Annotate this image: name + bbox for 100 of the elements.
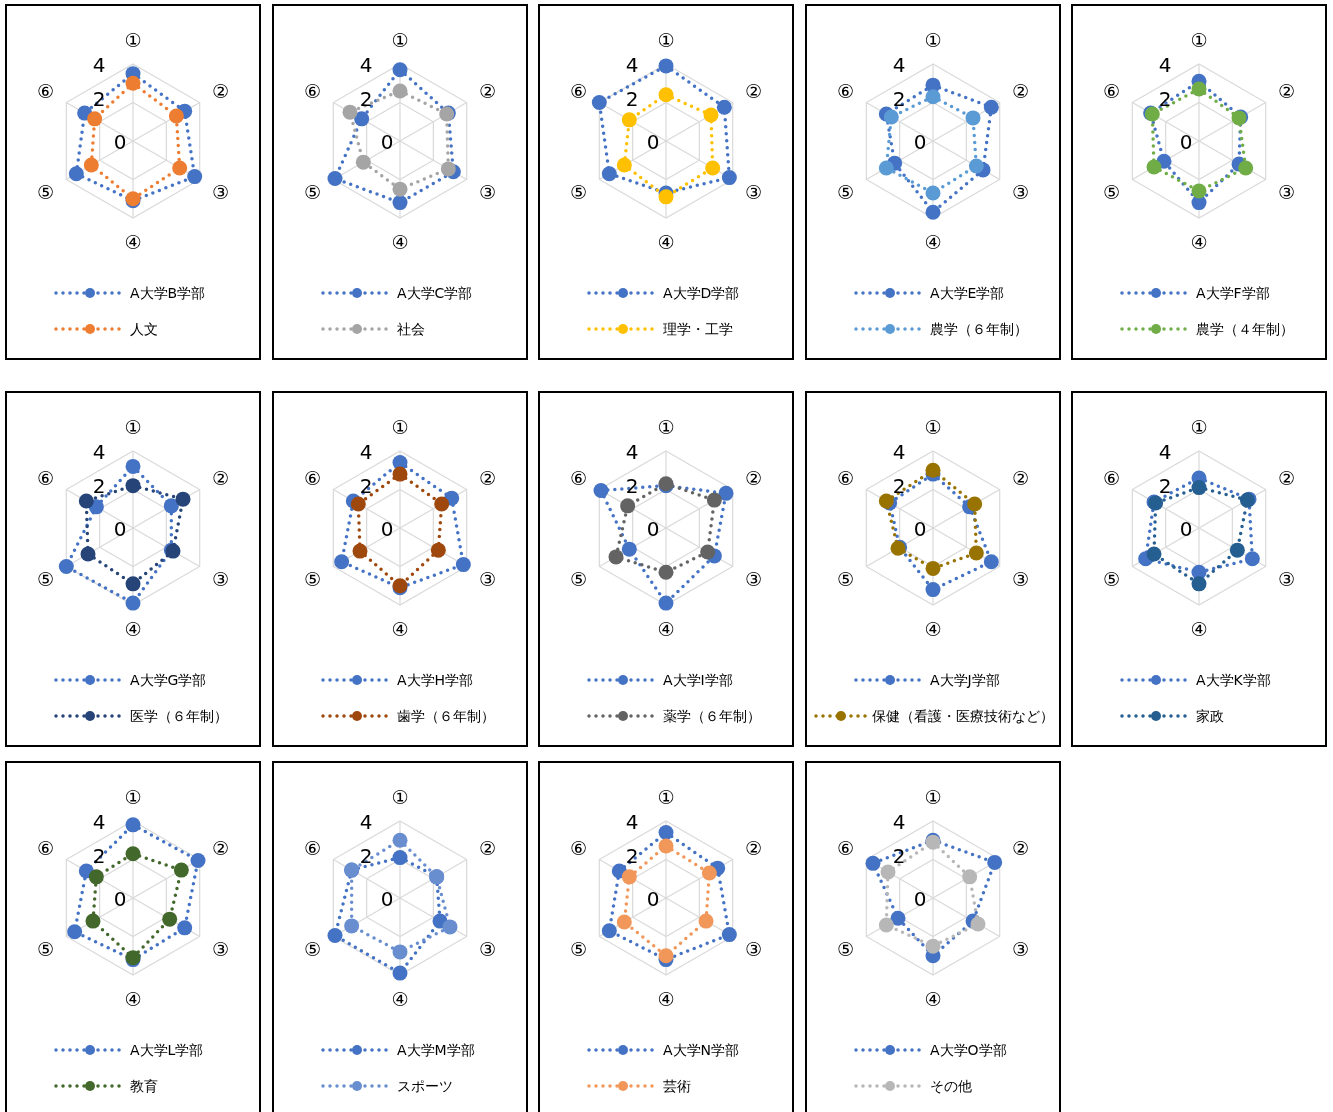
spoke-label: ① — [657, 416, 675, 438]
spoke-label: ③ — [1011, 567, 1029, 590]
legend-label: A大学N学部 — [663, 1042, 740, 1058]
spoke-label: ⑤ — [570, 937, 588, 960]
y-tick-label: 4 — [92, 440, 106, 465]
spoke-label: ⑥ — [837, 836, 855, 859]
legend-label: A大学J学部 — [930, 672, 1000, 688]
spoke-label: ⑤ — [37, 937, 55, 960]
spoke-label: ② — [1277, 466, 1295, 489]
y-tick-label: 4 — [92, 810, 106, 835]
spoke-label: ⑤ — [1103, 567, 1121, 590]
spoke-label: ③ — [478, 937, 496, 960]
spoke-label: ① — [657, 29, 675, 51]
spoke-label: ⑥ — [837, 79, 855, 102]
legend-label: A大学E学部 — [930, 285, 1005, 301]
spoke-label: ① — [924, 786, 942, 808]
spoke-label: ① — [124, 416, 142, 438]
spoke-label: ⑥ — [570, 79, 588, 102]
spoke-label: ① — [1190, 29, 1208, 51]
y-tick-label: 0 — [1179, 517, 1193, 541]
spoke-label: ② — [1011, 836, 1029, 859]
spoke-label: ④ — [924, 618, 942, 640]
spoke-label: ① — [657, 786, 675, 808]
spoke-label: ③ — [744, 937, 762, 960]
spoke-label: ③ — [478, 180, 496, 203]
legend-label: 教育 — [130, 1078, 158, 1094]
spoke-label: ② — [211, 79, 229, 102]
spoke-label: ③ — [211, 937, 229, 960]
y-tick-label: 0 — [113, 517, 127, 541]
spoke-label: ⑥ — [304, 79, 322, 102]
y-tick-label: 0 — [913, 887, 927, 911]
y-tick-label: 4 — [625, 810, 639, 835]
spoke-label: ④ — [391, 988, 409, 1010]
spoke-label: ④ — [657, 231, 675, 253]
y-tick-label: 0 — [1179, 130, 1193, 154]
spoke-label: ① — [1190, 416, 1208, 438]
spoke-label: ④ — [124, 988, 142, 1010]
y-tick-label: 4 — [92, 53, 106, 78]
spoke-label: ② — [211, 836, 229, 859]
spoke-label: ② — [478, 466, 496, 489]
y-tick-label: 0 — [380, 517, 394, 541]
spoke-label: ③ — [744, 567, 762, 590]
legend-label: 農学（４年制） — [1196, 321, 1294, 337]
y-tick-label: 4 — [625, 53, 639, 78]
y-tick-label: 0 — [913, 130, 927, 154]
spoke-label: ① — [391, 416, 409, 438]
y-tick-label: 4 — [892, 53, 906, 78]
y-tick-label: 4 — [359, 53, 373, 78]
spoke-label: ⑥ — [37, 836, 55, 859]
legend-label: 保健（看護・医療技術など） — [872, 708, 1054, 724]
legend-label: A大学B学部 — [130, 285, 206, 301]
y-tick-label: 0 — [380, 887, 394, 911]
y-tick-label: 0 — [646, 887, 660, 911]
y-tick-label: 0 — [113, 887, 127, 911]
spoke-label: ④ — [391, 231, 409, 253]
y-tick-label: 0 — [646, 517, 660, 541]
spoke-label: ② — [1011, 79, 1029, 102]
legend-label: A大学L学部 — [130, 1042, 204, 1058]
spoke-label: ⑤ — [837, 937, 855, 960]
spoke-label: ① — [924, 29, 942, 51]
spoke-label: ⑥ — [37, 79, 55, 102]
spoke-label: ⑤ — [1103, 180, 1121, 203]
y-tick-label: 4 — [1158, 53, 1172, 78]
y-tick-label: 4 — [359, 440, 373, 465]
spoke-label: ① — [124, 29, 142, 51]
legend-label: A大学C学部 — [397, 285, 473, 301]
spoke-label: ③ — [744, 180, 762, 203]
spoke-label: ⑥ — [1103, 466, 1121, 489]
y-tick-label: 0 — [380, 130, 394, 154]
spoke-label: ④ — [657, 988, 675, 1010]
spoke-label: ⑤ — [304, 937, 322, 960]
spoke-label: ① — [391, 29, 409, 51]
y-tick-label: 0 — [113, 130, 127, 154]
spoke-label: ⑤ — [570, 180, 588, 203]
spoke-label: ⑥ — [304, 466, 322, 489]
spoke-label: ④ — [924, 988, 942, 1010]
y-tick-label: 2 — [359, 473, 373, 498]
legend-label: 理学・工学 — [663, 321, 733, 337]
legend-label: A大学O学部 — [930, 1042, 1007, 1058]
y-tick-label: 4 — [1158, 440, 1172, 465]
y-tick-label: 0 — [646, 130, 660, 154]
spoke-label: ④ — [391, 618, 409, 640]
y-tick-label: 2 — [92, 473, 106, 498]
y-tick-label: 2 — [625, 843, 639, 868]
spoke-label: ② — [478, 836, 496, 859]
spoke-label: ⑤ — [570, 567, 588, 590]
spoke-label: ④ — [124, 231, 142, 253]
y-tick-label: 2 — [892, 86, 906, 111]
spoke-label: ⑥ — [570, 466, 588, 489]
spoke-label: ④ — [1190, 618, 1208, 640]
legend-label: 社会 — [397, 321, 425, 337]
y-tick-label: 2 — [892, 473, 906, 498]
y-tick-label: 2 — [359, 843, 373, 868]
spoke-label: ③ — [478, 567, 496, 590]
spoke-label: ④ — [1190, 231, 1208, 253]
legend-label: 歯学（６年制） — [397, 708, 495, 724]
legend-label: 芸術 — [663, 1078, 691, 1094]
spoke-label: ① — [924, 416, 942, 438]
spoke-label: ⑥ — [570, 836, 588, 859]
spoke-label: ④ — [657, 618, 675, 640]
